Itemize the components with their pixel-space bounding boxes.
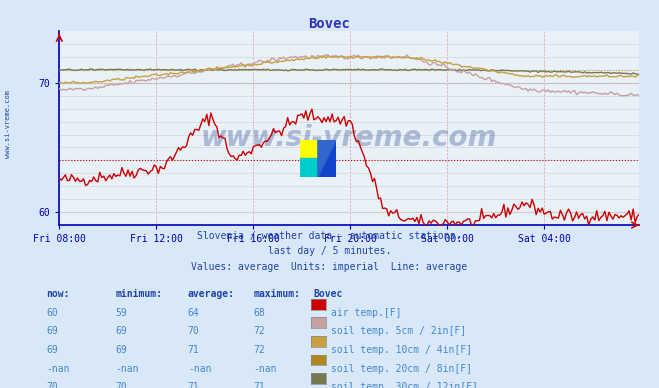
Text: Bovec: Bovec (313, 289, 343, 299)
Text: soil temp. 10cm / 4in[F]: soil temp. 10cm / 4in[F] (331, 345, 473, 355)
Text: air temp.[F]: air temp.[F] (331, 308, 402, 318)
Text: www.si-vreme.com: www.si-vreme.com (5, 90, 11, 158)
Text: now:: now: (46, 289, 70, 299)
Text: 69: 69 (115, 345, 127, 355)
Text: 69: 69 (46, 345, 58, 355)
Text: Values: average  Units: imperial  Line: average: Values: average Units: imperial Line: av… (191, 262, 468, 272)
Text: -nan: -nan (254, 364, 277, 374)
Text: www.si-vreme.com: www.si-vreme.com (201, 124, 498, 152)
Text: 70: 70 (46, 382, 58, 388)
Text: -nan: -nan (115, 364, 139, 374)
Text: 71: 71 (254, 382, 266, 388)
Text: minimum:: minimum: (115, 289, 162, 299)
Bar (300, 158, 318, 177)
Text: 69: 69 (46, 326, 58, 336)
Text: Bovec: Bovec (308, 17, 351, 31)
Text: last day / 5 minutes.: last day / 5 minutes. (268, 246, 391, 256)
Text: maximum:: maximum: (254, 289, 301, 299)
Text: 71: 71 (188, 345, 200, 355)
Text: 64: 64 (188, 308, 200, 318)
Text: soil temp. 30cm / 12in[F]: soil temp. 30cm / 12in[F] (331, 382, 478, 388)
Text: soil temp. 5cm / 2in[F]: soil temp. 5cm / 2in[F] (331, 326, 467, 336)
Text: 59: 59 (115, 308, 127, 318)
Text: soil temp. 20cm / 8in[F]: soil temp. 20cm / 8in[F] (331, 364, 473, 374)
Text: 69: 69 (115, 326, 127, 336)
Polygon shape (318, 140, 336, 177)
Text: 68: 68 (254, 308, 266, 318)
Bar (300, 140, 318, 158)
Text: average:: average: (188, 289, 235, 299)
Text: 70: 70 (115, 382, 127, 388)
Text: -nan: -nan (188, 364, 212, 374)
Text: -nan: -nan (46, 364, 70, 374)
Text: 72: 72 (254, 326, 266, 336)
Text: Slovenia / weather data - automatic stations.: Slovenia / weather data - automatic stat… (197, 230, 462, 241)
Text: 71: 71 (188, 382, 200, 388)
Text: 70: 70 (188, 326, 200, 336)
Bar (318, 140, 336, 177)
Text: 60: 60 (46, 308, 58, 318)
Text: 72: 72 (254, 345, 266, 355)
